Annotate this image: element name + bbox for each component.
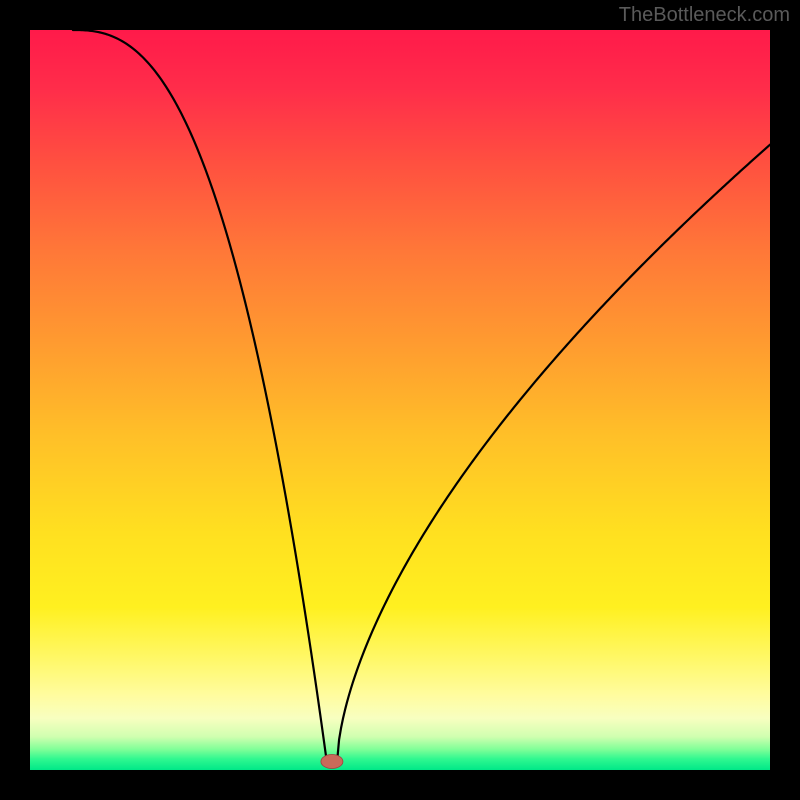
bottleneck-curve: [30, 30, 770, 770]
plot-area: [30, 30, 770, 770]
minimum-marker: [321, 754, 343, 768]
watermark-text: TheBottleneck.com: [619, 4, 790, 27]
chart-container: { "watermark": "TheBottleneck.com", "can…: [0, 0, 800, 800]
